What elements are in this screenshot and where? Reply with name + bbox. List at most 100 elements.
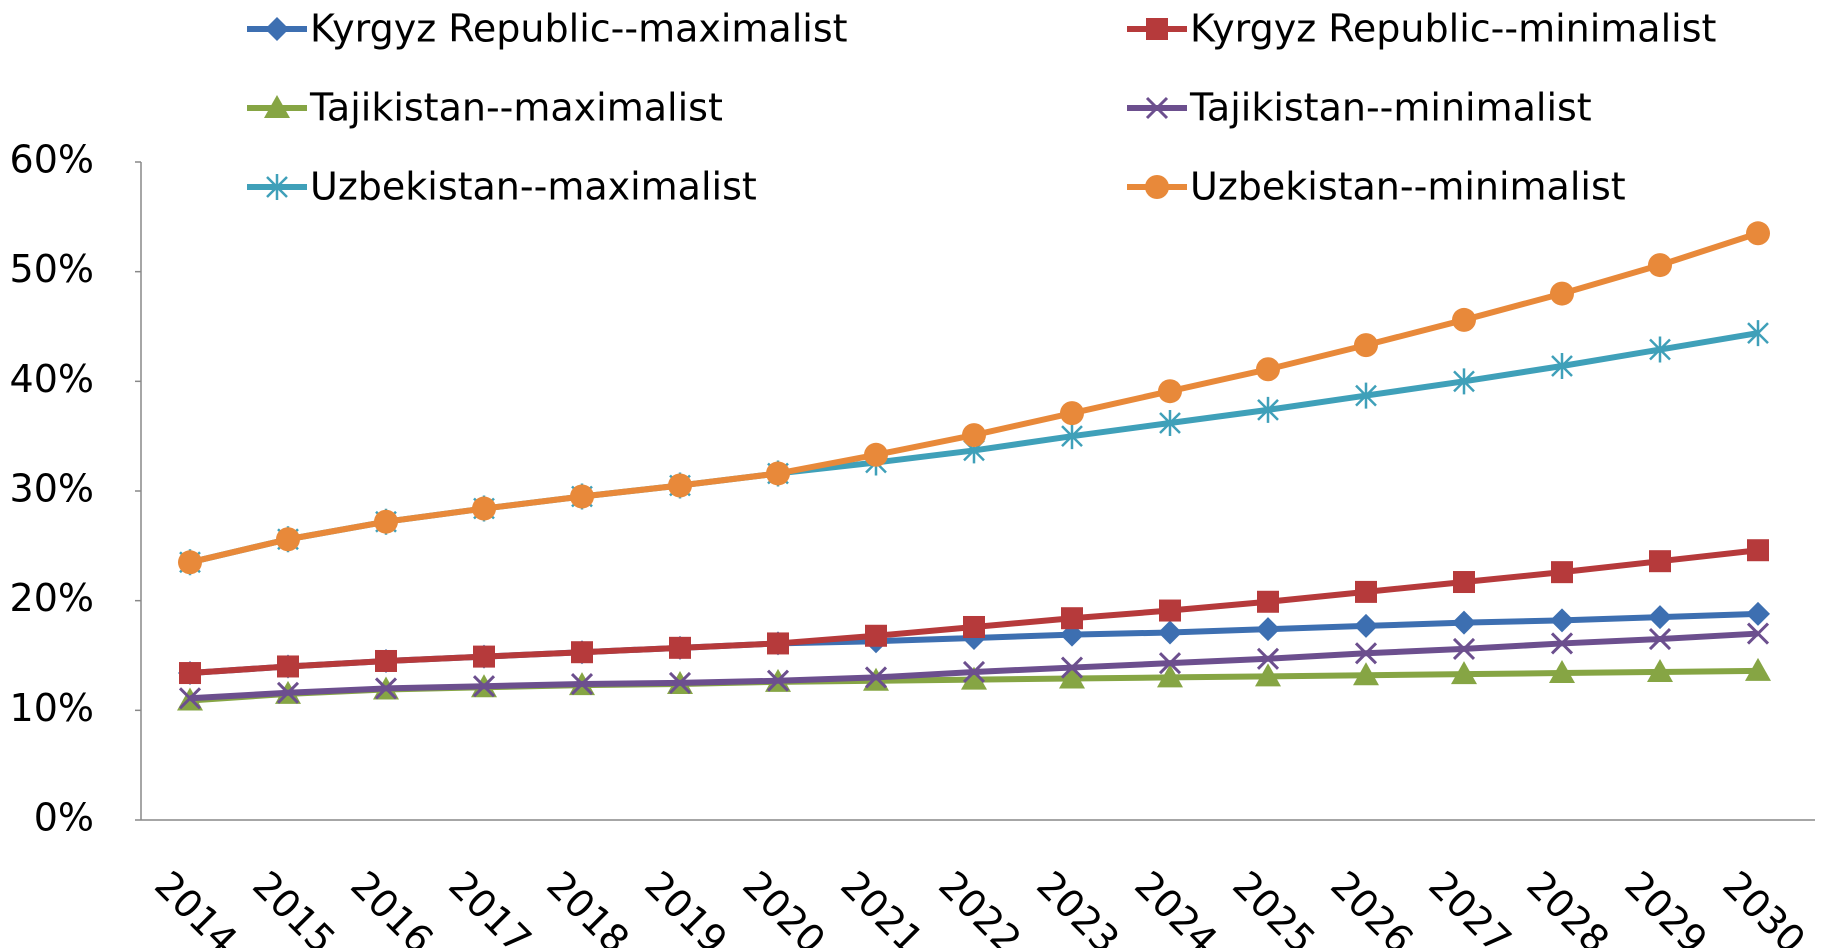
marker: [178, 687, 202, 710]
marker: [1353, 662, 1379, 686]
marker: [1550, 632, 1574, 655]
marker: [668, 473, 692, 498]
legend-marker: [264, 95, 290, 118]
marker: [375, 649, 397, 672]
marker: [178, 550, 202, 575]
marker: [1257, 590, 1279, 613]
marker: [374, 509, 398, 534]
marker: [962, 423, 986, 448]
x-tick-label: 2017: [440, 863, 540, 948]
marker: [766, 461, 790, 486]
y-tick-label: 60%: [10, 138, 94, 182]
marker: [1256, 357, 1280, 382]
marker: [963, 615, 985, 638]
marker: [668, 671, 692, 694]
x-tick-label: 2030: [1714, 863, 1814, 948]
marker: [1745, 657, 1771, 681]
series: [178, 221, 1770, 575]
marker: [277, 655, 299, 678]
marker: [1158, 652, 1182, 675]
marker: [767, 632, 789, 655]
marker: [1452, 637, 1476, 660]
series: [179, 539, 1769, 685]
marker: [276, 681, 300, 704]
legend-marker: [1145, 175, 1169, 199]
marker: [1453, 571, 1475, 594]
marker: [766, 669, 790, 692]
legend-item: Kyrgyz Republic--minimalist: [1127, 7, 1716, 51]
legend-item: Kyrgyz Republic--maximalist: [247, 7, 848, 51]
legend-item: Tajikistan--maximalist: [247, 86, 723, 130]
marker: [1060, 401, 1084, 426]
marker: [1451, 661, 1477, 685]
marker: [1452, 610, 1476, 635]
legend-label: Kyrgyz Republic--maximalist: [310, 7, 848, 51]
marker: [473, 645, 495, 668]
x-tick-label: 2014: [146, 863, 246, 948]
marker: [374, 677, 398, 700]
marker: [1061, 423, 1083, 450]
marker: [1354, 642, 1378, 665]
marker: [570, 484, 594, 509]
marker: [1549, 660, 1575, 684]
marker: [1256, 647, 1280, 670]
legend-label: Tajikistan--maximalist: [309, 86, 723, 130]
marker: [1453, 368, 1475, 395]
marker: [962, 660, 986, 684]
series: [177, 657, 1771, 711]
marker: [1550, 608, 1574, 633]
marker: [570, 672, 594, 696]
x-tick-label: 2018: [538, 863, 638, 948]
x-tick-label: 2015: [244, 863, 344, 948]
x-tick-label: 2019: [636, 863, 736, 948]
legend-marker: [1145, 96, 1169, 120]
marker: [276, 527, 300, 552]
marker: [1159, 599, 1181, 622]
marker: [1157, 664, 1183, 688]
marker: [1747, 539, 1769, 562]
series: [178, 622, 1770, 710]
legend-marker: [266, 174, 288, 200]
legend-label: Kyrgyz Republic--minimalist: [1190, 7, 1716, 51]
marker: [961, 666, 987, 690]
y-tick-label: 50%: [10, 247, 94, 291]
x-tick-label: 2029: [1616, 863, 1716, 948]
x-tick-label: 2023: [1028, 863, 1128, 948]
marker: [1257, 396, 1279, 423]
x-tick-label: 2027: [1420, 863, 1520, 948]
marker: [1747, 320, 1769, 347]
marker: [1158, 620, 1182, 645]
marker: [1159, 410, 1181, 437]
marker: [179, 662, 201, 685]
y-tick-label: 30%: [10, 467, 94, 511]
y-tick-label: 0%: [34, 796, 94, 840]
marker: [1648, 253, 1672, 278]
marker: [1648, 605, 1672, 630]
y-tick-label: 20%: [10, 576, 94, 620]
marker: [472, 675, 496, 698]
x-tick-label: 2022: [930, 863, 1030, 948]
marker: [1355, 580, 1377, 603]
x-tick-label: 2021: [832, 863, 932, 948]
x-tick-label: 2024: [1126, 863, 1226, 948]
marker: [864, 442, 888, 467]
x-tick-label: 2026: [1322, 863, 1422, 948]
marker: [1256, 617, 1280, 642]
marker: [1452, 307, 1476, 332]
marker: [571, 641, 593, 664]
y-tick-label: 10%: [10, 686, 94, 730]
marker: [1647, 658, 1673, 682]
legend-label: Uzbekistan--maximalist: [310, 165, 757, 209]
legend-item: Uzbekistan--maximalist: [247, 165, 757, 209]
marker: [865, 624, 887, 647]
marker: [1060, 656, 1084, 679]
legend-label: Tajikistan--minimalist: [1189, 86, 1592, 130]
marker: [1059, 665, 1085, 689]
x-tick-label: 2020: [734, 863, 834, 948]
marker: [1550, 281, 1574, 306]
marker: [1158, 379, 1182, 404]
marker: [669, 636, 691, 659]
x-tick-label: 2028: [1518, 863, 1618, 948]
marker: [864, 666, 888, 689]
